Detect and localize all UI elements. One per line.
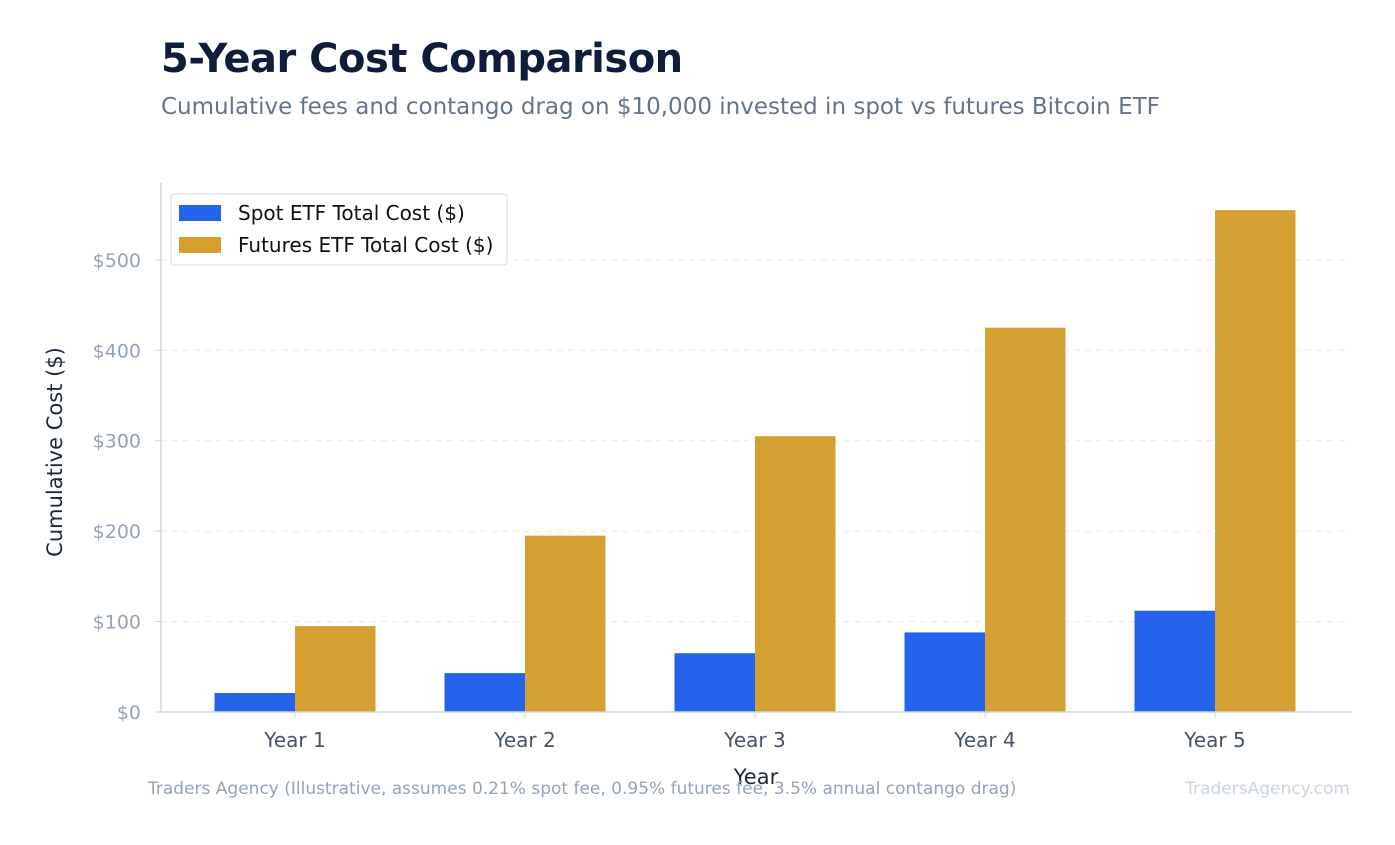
legend: Spot ETF Total Cost ($) Futures ETF Tota… (170, 193, 508, 266)
legend-swatch-futures (179, 237, 221, 253)
chart-subtitle: Cumulative fees and contango drag on $10… (161, 94, 1160, 120)
x-axis-title: Year (733, 765, 779, 789)
x-tick-label: Year 5 (1183, 728, 1245, 752)
bar-futures-1 (295, 626, 376, 712)
y-tick-label: $0 (117, 702, 141, 724)
y-tick-label: $200 (93, 521, 141, 543)
x-tick-label: Year 2 (493, 728, 555, 752)
bar-futures-2 (525, 535, 606, 712)
bar-futures-4 (985, 327, 1066, 712)
y-tick-label: $500 (93, 250, 141, 272)
y-tick-label: $400 (93, 340, 141, 362)
axes (155, 183, 1351, 718)
bar-spot-2 (444, 673, 525, 712)
y-tick-label: $300 (93, 431, 141, 453)
bar-spot-4 (904, 632, 985, 712)
legend-box (170, 193, 508, 266)
legend-label-spot: Spot ETF Total Cost ($) (238, 201, 465, 225)
legend-label-futures: Futures ETF Total Cost ($) (238, 233, 493, 257)
bar-futures-3 (755, 436, 836, 712)
x-tick-label: Year 3 (723, 728, 785, 752)
legend-swatch-spot (179, 205, 221, 221)
bar-futures-5 (1215, 210, 1296, 712)
watermark: TradersAgency.com (1185, 779, 1350, 799)
y-axis-title: Cumulative Cost ($) (43, 347, 67, 557)
bars (214, 210, 1296, 712)
bar-spot-3 (674, 653, 755, 712)
x-tick-label: Year 4 (953, 728, 1015, 752)
x-tick-label: Year 1 (263, 728, 325, 752)
tick-labels: $0 $100 $200 $300 $400 $500 Year 1 Year 2 Year 3… (93, 250, 1246, 752)
bar-spot-5 (1134, 610, 1215, 712)
source-note: Traders Agency (Illustrative, assumes 0.… (148, 779, 1017, 799)
chart-title: 5-Year Cost Comparison (161, 36, 683, 82)
y-tick-label: $100 (93, 612, 141, 634)
bar-spot-1 (214, 693, 295, 712)
